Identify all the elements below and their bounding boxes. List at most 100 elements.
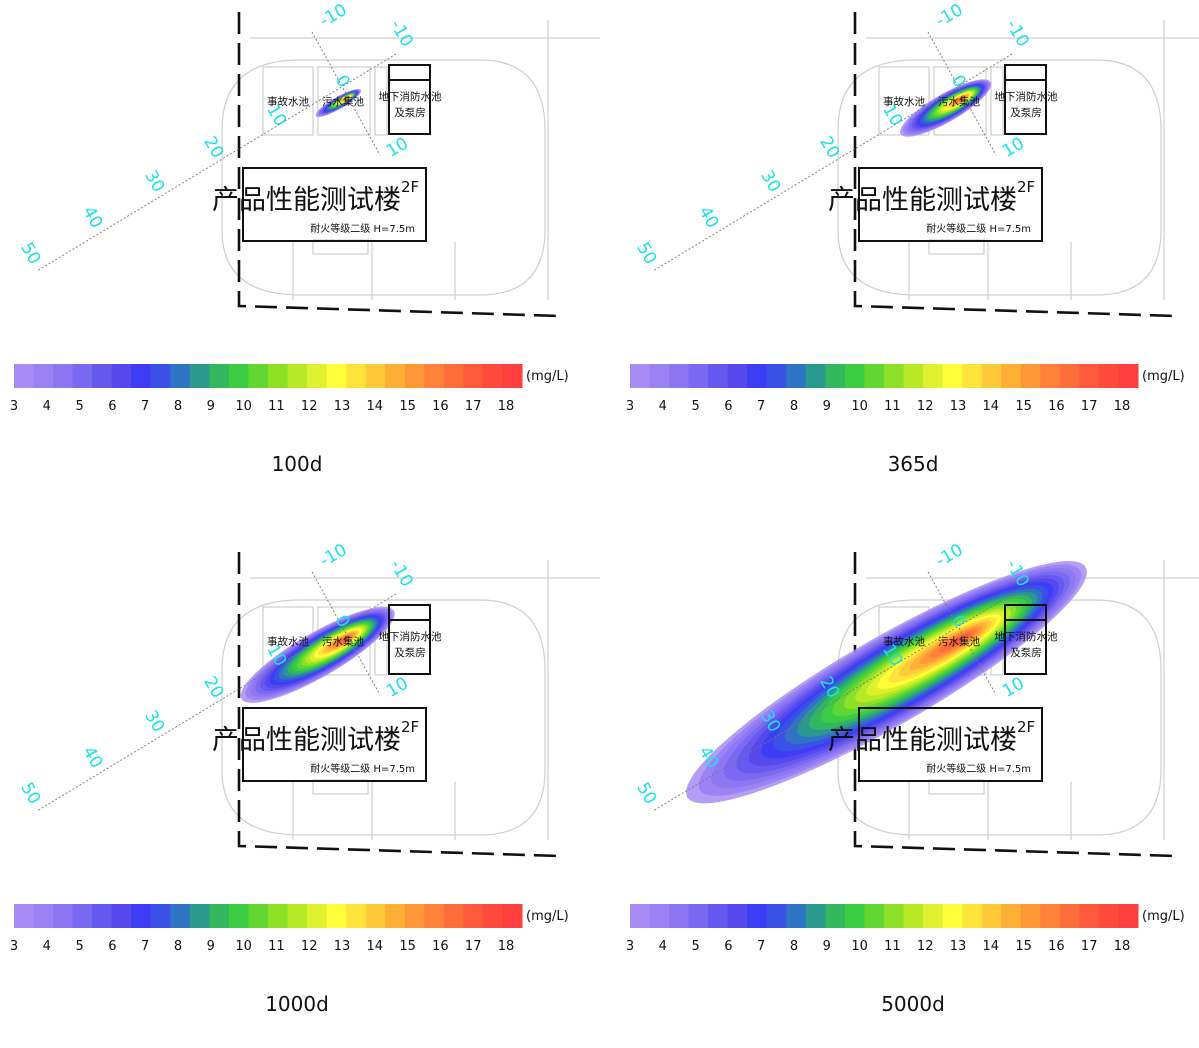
long-profile-tick: 50	[16, 779, 44, 808]
scale-swatch	[502, 364, 523, 388]
scale-unit: (mg/L)	[1142, 909, 1185, 924]
scale-tick-label: 12	[917, 939, 934, 954]
scale-swatch	[307, 364, 328, 388]
long-profile-tick: -10	[386, 16, 417, 50]
scale-swatch	[268, 364, 289, 388]
scale-swatch	[805, 904, 826, 928]
scale-swatch	[326, 364, 347, 388]
scale-swatch	[404, 904, 425, 928]
scale-swatch	[228, 904, 249, 928]
scale-tick-label: 16	[432, 399, 449, 414]
scale-tick-label: 18	[1114, 399, 1131, 414]
scale-swatch	[385, 364, 406, 388]
building-note: 耐火等级二级 H=7.5m	[926, 222, 1031, 235]
scale-tick-label: 13	[950, 939, 967, 954]
scale-tick-label: 5	[691, 399, 699, 414]
plume	[315, 88, 362, 117]
scale-tick-label: 15	[1015, 939, 1032, 954]
scale-swatch	[14, 364, 35, 388]
scale-tick-label: 17	[1081, 939, 1098, 954]
stair-outline	[312, 779, 369, 795]
cross-profile-tick: -10	[932, 0, 966, 31]
cross-profile-tick: -10	[316, 0, 350, 31]
scale-swatch	[786, 364, 807, 388]
stair-outline	[312, 239, 369, 255]
plume-contour-25	[345, 97, 349, 99]
scale-swatch	[424, 364, 445, 388]
long-profile-tick: 40	[694, 203, 722, 232]
scale-swatch	[903, 904, 924, 928]
scale-swatch	[482, 904, 503, 928]
scale-tick-label: 15	[399, 939, 416, 954]
scale-tick-label: 6	[724, 939, 732, 954]
scale-tick-label: 13	[950, 399, 967, 414]
scale-swatch	[669, 904, 690, 928]
building-floors: 2F	[401, 178, 419, 196]
scale-swatch	[962, 364, 983, 388]
scale-swatch	[92, 364, 113, 388]
scale-swatch	[443, 364, 464, 388]
scale-tick-label: 18	[498, 399, 515, 414]
property-boundary	[853, 12, 1177, 318]
panel-1000d: 事故水池 污水集池 地下消防水池 及泵房 产品性能测试楼 2F 耐火等级二级 H=7.5m -…	[0, 540, 600, 1048]
scale-swatch	[942, 364, 963, 388]
stair-outline	[928, 779, 985, 795]
structures	[242, 64, 431, 242]
scale-tick-label: 4	[659, 399, 667, 414]
scale-tick-label: 7	[141, 399, 149, 414]
plume-contour-25	[961, 97, 965, 99]
scale-swatch	[747, 364, 768, 388]
room-outline-gap	[374, 66, 388, 136]
panel-caption: 100d	[272, 452, 323, 476]
scale-swatch	[766, 364, 787, 388]
plume-contour-25	[345, 637, 349, 639]
scale-tick-label: 3	[626, 939, 634, 954]
long-profile-tick: 30	[756, 167, 784, 196]
scale-swatch	[884, 904, 905, 928]
long-profile-tick: 40	[78, 203, 106, 232]
scale-swatch	[463, 904, 484, 928]
scale-swatch	[268, 904, 289, 928]
scale-unit: (mg/L)	[1142, 369, 1185, 384]
scale-swatch	[805, 364, 826, 388]
scale-swatch	[669, 364, 690, 388]
cross-profile-line	[927, 571, 997, 696]
scale-swatch	[688, 904, 709, 928]
scale-swatch	[1059, 904, 1080, 928]
scale-tick-label: 11	[884, 399, 901, 414]
scale-tick-label: 3	[626, 399, 634, 414]
scale-tick-label: 17	[1081, 399, 1098, 414]
scale-swatch	[14, 904, 35, 928]
scale-swatch	[111, 364, 132, 388]
pump-house-outline	[388, 604, 431, 675]
scale-tick-label: 17	[465, 939, 482, 954]
scale-swatch	[884, 364, 905, 388]
panel-caption: 5000d	[881, 992, 945, 1016]
cross-profile-tick: 10	[383, 134, 412, 162]
cross-profile-line	[311, 571, 381, 696]
scale-swatch	[92, 904, 113, 928]
scale-tick-label: 7	[757, 939, 765, 954]
scale-swatch	[962, 904, 983, 928]
scale-swatch	[942, 904, 963, 928]
room-label-sewage-pool: 污水集池	[938, 635, 980, 648]
scale-swatch	[923, 904, 944, 928]
scale-swatch	[1059, 364, 1080, 388]
scale-tick-label: 11	[268, 399, 285, 414]
scale-swatch	[825, 904, 846, 928]
room-outline-1	[262, 66, 314, 136]
building-name: 产品性能测试楼	[828, 185, 1017, 216]
room-label-fire-pool: 地下消防水池	[379, 90, 442, 103]
profile-lines	[36, 571, 397, 812]
scale-tick-label: 8	[174, 939, 182, 954]
room-label-accident-pool: 事故水池	[267, 95, 309, 108]
building-floors: 2F	[401, 718, 419, 736]
profile-lines	[652, 571, 1013, 812]
panel-caption: 365d	[888, 452, 939, 476]
scale-tick-label: 13	[334, 939, 351, 954]
scale-tick-label: 11	[884, 939, 901, 954]
scale-swatch	[1040, 364, 1061, 388]
room-label-pump-house: 及泵房	[394, 646, 426, 659]
